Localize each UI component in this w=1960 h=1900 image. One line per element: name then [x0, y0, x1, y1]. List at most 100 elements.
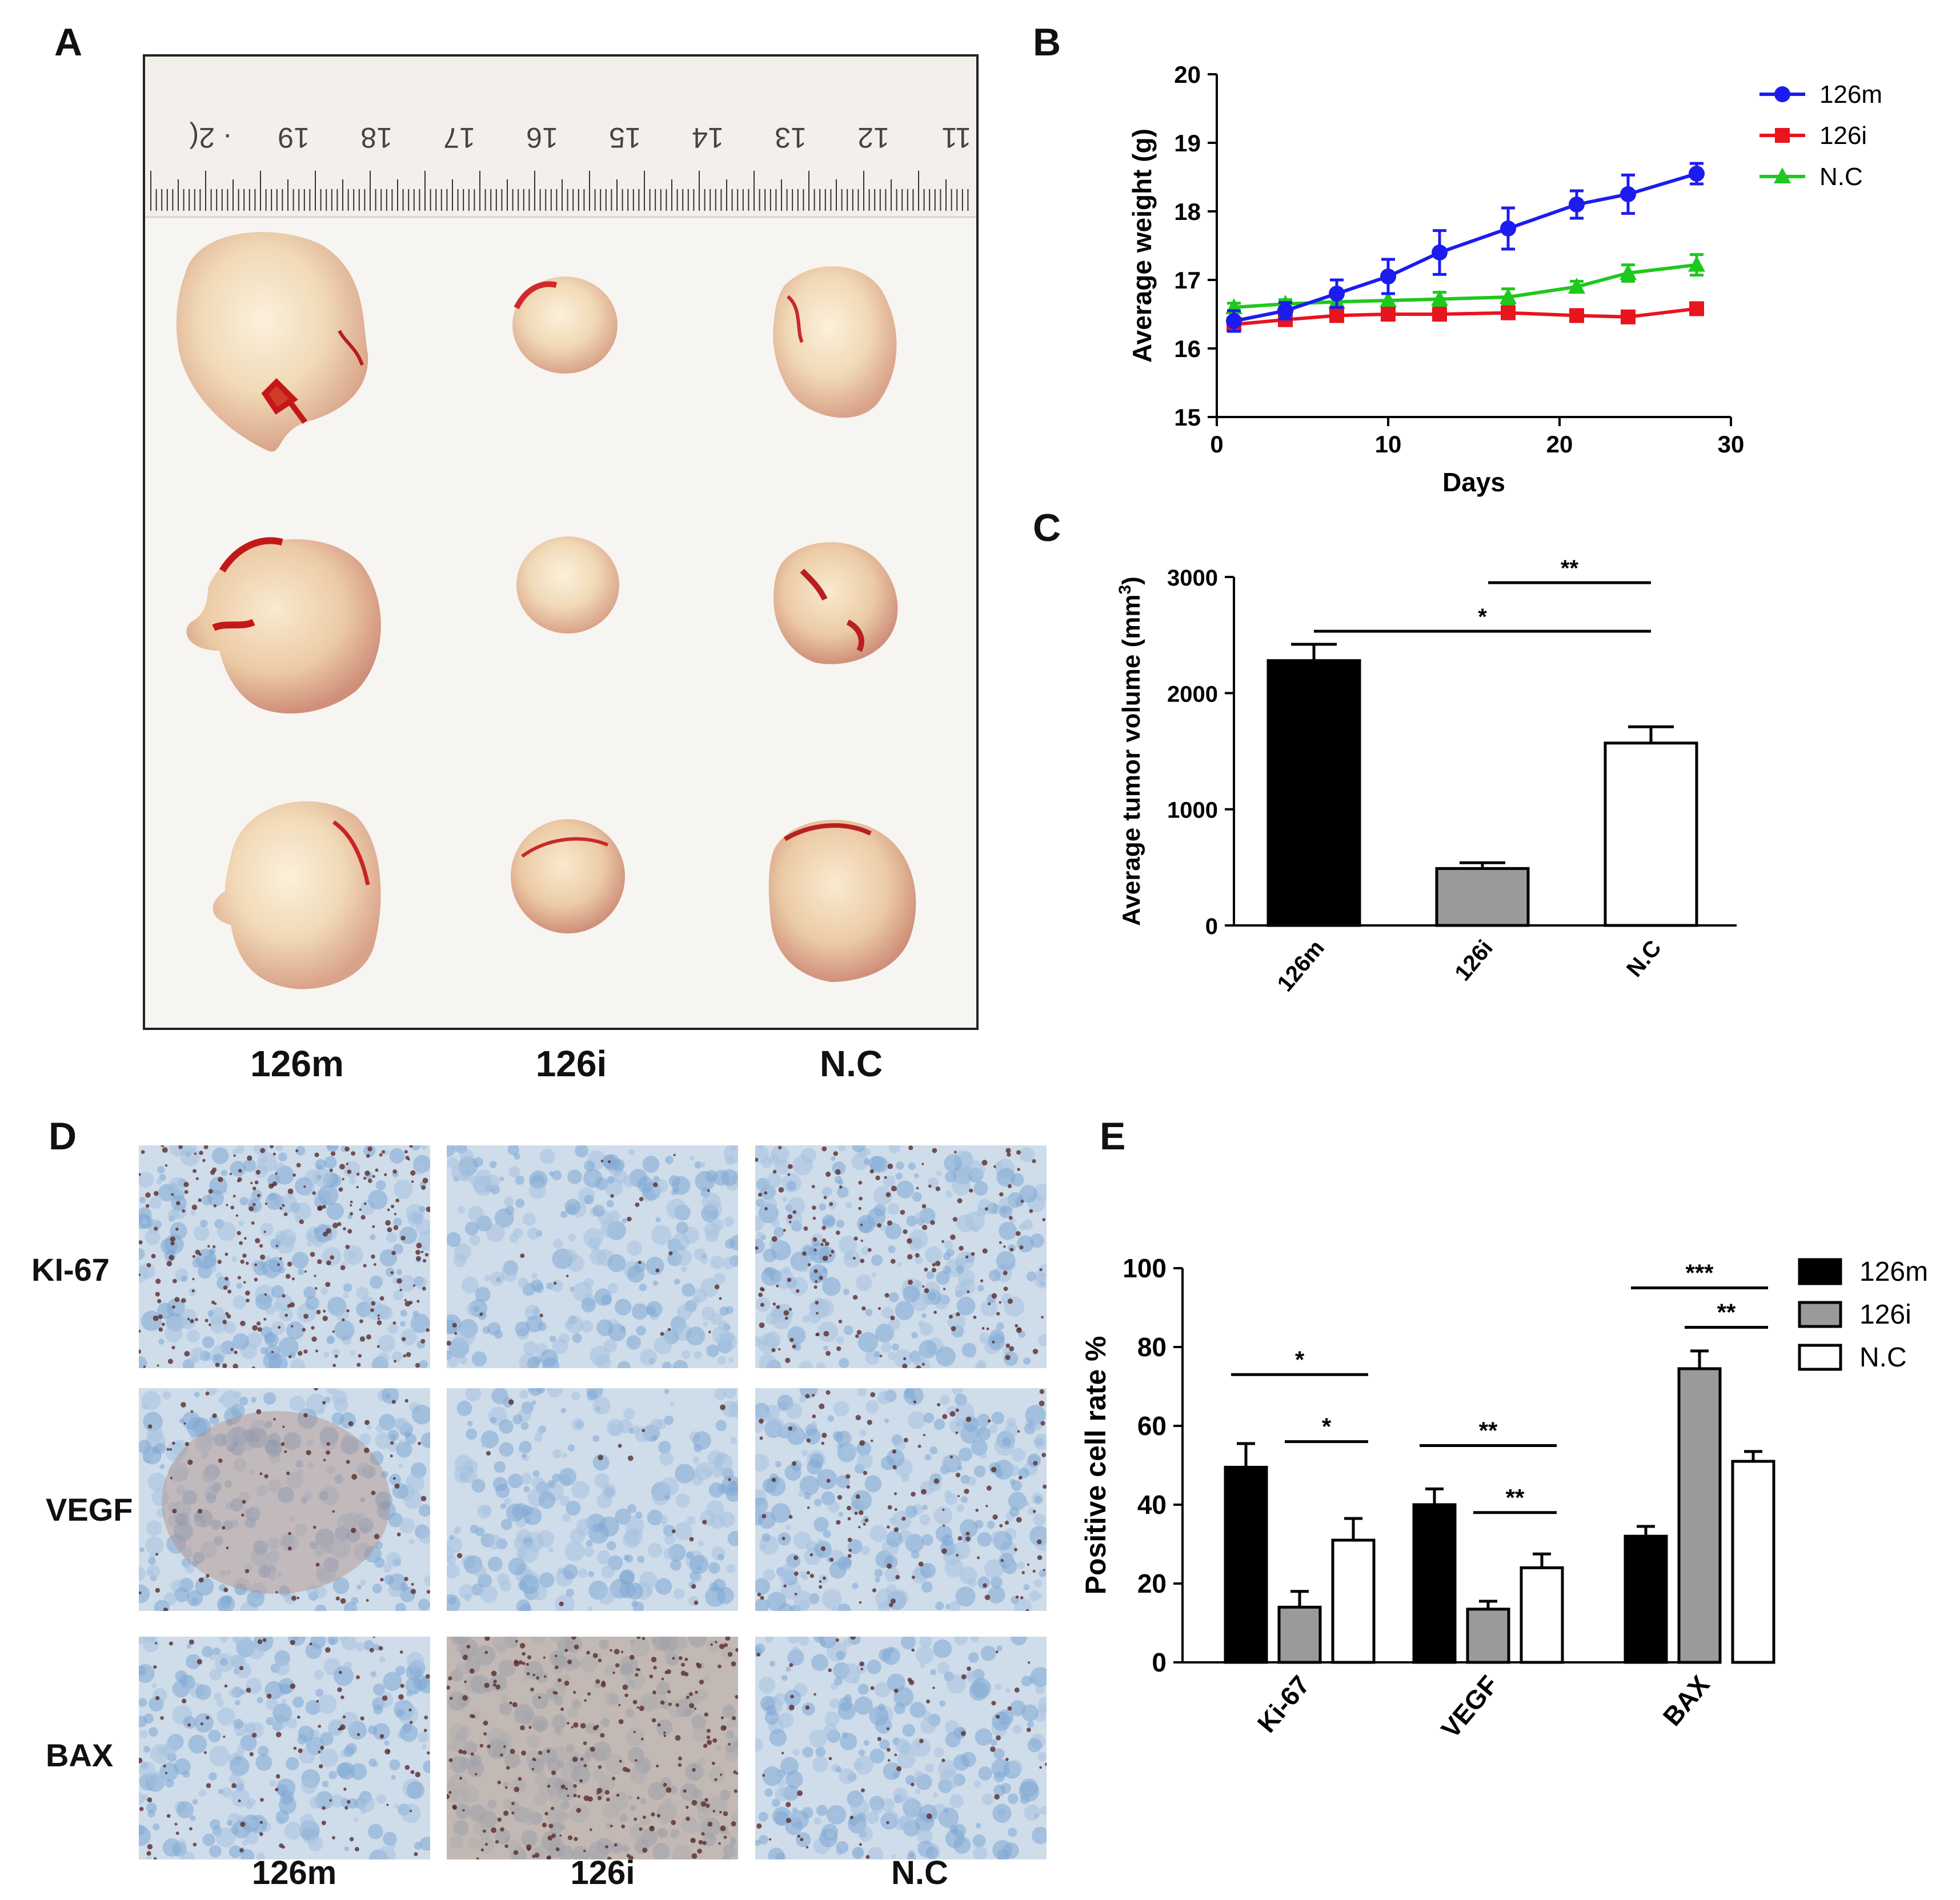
ihc-cell — [247, 1589, 264, 1608]
ihc-cell — [967, 1160, 985, 1179]
ihc-positive-nucleus — [304, 1270, 307, 1273]
ihc-cell — [675, 1493, 690, 1508]
ihc-positive-nucleus — [702, 1520, 707, 1525]
ihc-cell — [995, 1683, 1001, 1690]
ihc-cell — [968, 1673, 974, 1679]
ihc-positive-nucleus — [1007, 1706, 1012, 1711]
ihc-positive-nucleus — [580, 1723, 586, 1729]
ihc-cell — [314, 1669, 324, 1680]
ihc-positive-nucleus — [707, 1739, 712, 1745]
ihc-positive-nucleus — [225, 1312, 229, 1316]
ihc-positive-nucleus — [981, 1326, 985, 1330]
ruler-ticks — [150, 171, 969, 211]
ihc-positive-nucleus — [183, 1181, 189, 1188]
ihc-positive-nucleus — [943, 1524, 945, 1527]
ihc-positive-nucleus — [1015, 1596, 1019, 1599]
ihc-positive-nucleus — [376, 1345, 380, 1348]
ihc-cell — [921, 1581, 933, 1593]
ihc-cell — [156, 1178, 163, 1185]
ihc-cell — [816, 1469, 837, 1490]
ihc-positive-nucleus — [371, 1301, 376, 1306]
ihc-cell — [169, 1177, 186, 1194]
ihc-cell — [320, 1287, 328, 1296]
ihc-positive-nucleus — [761, 1288, 765, 1292]
ihc-positive-nucleus — [916, 1365, 921, 1368]
ihc-positive-nucleus — [567, 1722, 570, 1725]
ihc-positive-nucleus — [850, 1637, 856, 1640]
ihc-positive-nucleus — [611, 1777, 616, 1781]
ihc-cell — [976, 1360, 987, 1368]
ihc-cell — [933, 1506, 953, 1525]
ihc-positive-nucleus — [531, 1767, 535, 1771]
ihc-cell — [857, 1388, 867, 1397]
ihc-cell — [336, 1309, 349, 1322]
ihc-positive-nucleus — [511, 1811, 515, 1815]
ihc-cell — [607, 1176, 615, 1184]
ihc-cell — [470, 1525, 479, 1534]
ihc-positive-nucleus — [464, 1680, 467, 1683]
ihc-cell — [839, 1235, 857, 1254]
ihc-cell — [298, 1268, 304, 1275]
ihc-positive-nucleus — [592, 1725, 598, 1731]
ihc-cell — [375, 1424, 384, 1433]
ihc-cell — [694, 1350, 702, 1360]
ihc-cell — [700, 1278, 719, 1297]
ihc-cell — [486, 1223, 505, 1242]
ihc-positive-nucleus — [615, 1663, 620, 1667]
ihc-positive-nucleus — [855, 1334, 859, 1338]
ihc-cell — [315, 1689, 324, 1697]
ihc-cell — [509, 1233, 519, 1243]
ihc-cell — [202, 1646, 213, 1658]
ihc-positive-nucleus — [1000, 1558, 1004, 1562]
ihc-positive-nucleus — [762, 1774, 765, 1777]
ihc-positive-nucleus — [303, 1349, 308, 1354]
ihc-cell — [670, 1559, 682, 1571]
ihc-cell — [379, 1656, 386, 1663]
ihc-cell — [242, 1839, 248, 1846]
ihc-cell — [663, 1525, 675, 1537]
ihc-positive-nucleus — [788, 1164, 793, 1169]
ihc-positive-nucleus — [600, 1733, 605, 1738]
ihc-positive-nucleus — [650, 1826, 654, 1830]
ihc-positive-nucleus — [184, 1350, 190, 1357]
ihc-positive-nucleus — [809, 1553, 813, 1557]
ihc-positive-nucleus — [636, 1706, 639, 1709]
ihc-positive-nucleus — [335, 1596, 340, 1601]
ihc-positive-nucleus — [171, 1305, 175, 1309]
ihc-cell — [851, 1145, 866, 1153]
ihc-positive-nucleus — [303, 1313, 308, 1319]
ihc-cell — [662, 1361, 672, 1368]
ihc-positive-nucleus — [833, 1151, 838, 1156]
ihc-cell — [1005, 1423, 1019, 1437]
ihc-cell — [619, 1570, 634, 1586]
ihc-cell — [348, 1177, 356, 1185]
ihc-cell — [191, 1560, 198, 1567]
ihc-positive-nucleus — [347, 1800, 351, 1804]
ihc-cell — [407, 1210, 423, 1227]
ihc-cell — [723, 1388, 737, 1399]
ihc-cell — [202, 1336, 215, 1349]
ihc-positive-nucleus — [852, 1257, 856, 1260]
ihc-positive-nucleus — [476, 1857, 479, 1859]
ihc-cell — [531, 1273, 538, 1279]
ihc-positive-nucleus — [734, 1789, 738, 1793]
ihc-positive-nucleus — [147, 1843, 153, 1850]
ihc-cell — [139, 1248, 145, 1260]
ihc-positive-nucleus — [249, 1752, 254, 1757]
ihc-positive-nucleus — [379, 1296, 384, 1301]
ihc-cell — [500, 1503, 507, 1509]
ihc-positive-nucleus — [572, 1690, 576, 1694]
ihc-cell — [223, 1520, 233, 1530]
ihc-cell — [147, 1771, 167, 1790]
ihc-cell — [1017, 1561, 1025, 1569]
ihc-cell — [181, 1275, 187, 1282]
ihc-cell — [499, 1419, 514, 1434]
ihc-cell — [559, 1468, 576, 1486]
ihc-positive-nucleus — [694, 1600, 699, 1605]
ihc-cell — [694, 1248, 706, 1260]
ihc-positive-nucleus — [373, 1263, 376, 1266]
b-y-tick-label: 16 — [1174, 335, 1201, 362]
ihc-cell — [1038, 1833, 1047, 1844]
ihc-positive-nucleus — [452, 1804, 457, 1810]
ihc-cell — [771, 1305, 784, 1319]
